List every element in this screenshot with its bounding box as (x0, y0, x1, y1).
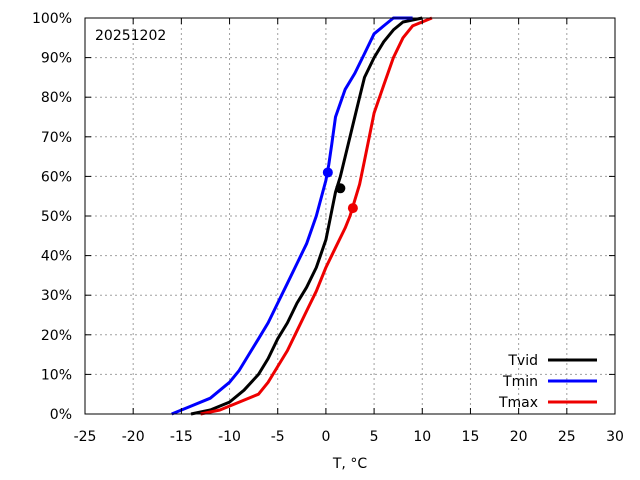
x-tick-label: -20 (122, 429, 145, 445)
y-tick-label: 80% (41, 90, 72, 106)
series-marker-tmax (347, 203, 358, 214)
x-tick-label: 25 (558, 429, 576, 445)
legend-label-tvid: Tvid (507, 353, 538, 369)
x-tick-label: 30 (606, 429, 624, 445)
x-tick-label: -5 (271, 429, 285, 445)
x-tick-label: 20 (510, 429, 528, 445)
y-tick-label: 60% (41, 169, 72, 185)
x-tick-label: -25 (74, 429, 97, 445)
series-line-tvid (190, 16, 423, 416)
y-tick-label: 30% (41, 288, 72, 304)
ticks: -25 -20 -15 -10 -5 0 5 10 15 20 25 30 0% 10% 20% 30% 40%… (32, 11, 624, 445)
series-line-tmax (200, 16, 433, 416)
x-tick-label: 10 (413, 429, 431, 445)
y-tick-label: 0% (50, 407, 72, 423)
y-tick-label: 90% (41, 51, 72, 67)
series-marker-tvid (335, 183, 346, 194)
x-tick-label: -15 (170, 429, 193, 445)
y-tick-label: 70% (41, 130, 72, 146)
y-tick-label: 10% (41, 367, 72, 383)
chart-annotation: 20251202 (95, 28, 166, 44)
grid (85, 18, 615, 414)
y-tick-label: 20% (41, 328, 72, 344)
series-layer (171, 16, 433, 416)
y-tick-label: 40% (41, 249, 72, 265)
y-tick-label: 50% (41, 209, 72, 225)
legend-label-tmin: Tmin (502, 374, 538, 390)
legend: Tvid Tmin Tmax (498, 353, 597, 411)
series-line-tmin (171, 16, 413, 416)
x-axis-label: T, °C (332, 456, 367, 472)
x-tick-label: -10 (218, 429, 241, 445)
y-tick-label: 100% (32, 11, 72, 27)
legend-label-tmax: Tmax (498, 395, 538, 411)
x-tick-label: 15 (462, 429, 480, 445)
series-marker-tmin (322, 167, 333, 178)
x-tick-label: 5 (370, 429, 379, 445)
x-tick-label: 0 (321, 429, 330, 445)
